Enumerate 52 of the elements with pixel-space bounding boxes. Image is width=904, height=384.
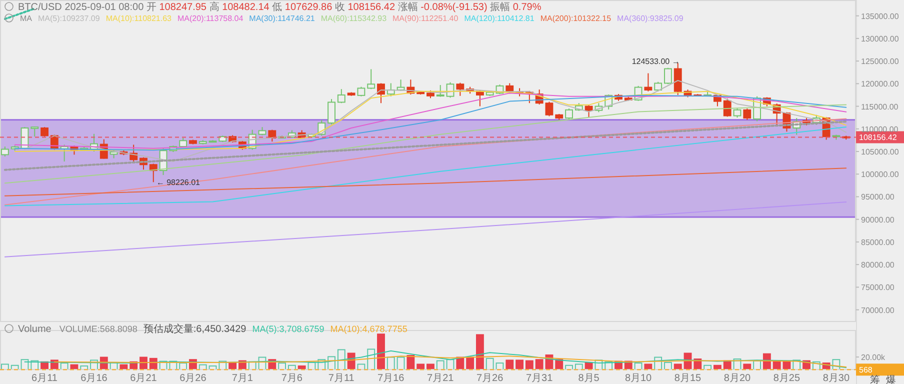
text: MA(20):113758.04 xyxy=(178,14,244,23)
x-tick-label: 7月1 xyxy=(232,373,254,384)
x-tick-label: 7月11 xyxy=(328,373,355,384)
y-tick-label: 135000.00 xyxy=(861,12,900,21)
text: MA(10):4,678.7755 xyxy=(330,324,408,334)
ref-line-label: 568 xyxy=(859,366,873,375)
x-tick-label: 7月26 xyxy=(476,373,504,384)
annotation: 124533.00 → xyxy=(632,57,680,66)
x-tick-label: 6月16 xyxy=(80,373,108,384)
annotation: ← 98226.01 xyxy=(156,178,201,188)
text: MA(30):114746.21 xyxy=(249,14,316,23)
text: VOLUME:568.8098 xyxy=(59,324,138,334)
y-tick-label: 130000.00 xyxy=(861,34,900,44)
x-tick-label: 7月6 xyxy=(281,373,303,384)
chart-title: BTC/USD 2025-09-01 08:00 开 108247.95 高 108482.14 低 107629.86 收 108156.42 涨幅 -0.08%(-91.53) 振幅 0.79% xyxy=(18,2,542,13)
y-tick-label: 75000.00 xyxy=(861,283,895,292)
x-tick-label: 8月20 xyxy=(724,373,752,384)
x-tick-label: 6月11 xyxy=(32,373,58,384)
x-tick-label: 8月30 xyxy=(822,373,850,384)
y-tick-label: 20.00k xyxy=(861,352,886,362)
y-tick-label: 120000.00 xyxy=(861,80,900,89)
y-tick-label: 125000.00 xyxy=(861,57,900,66)
text: 爆 xyxy=(886,374,896,384)
y-tick-label: 95000.00 xyxy=(861,192,895,202)
y-tick-label: 85000.00 xyxy=(861,238,895,247)
annotation: 预估成交量:6,450.3429 xyxy=(143,323,247,335)
y-tick-label: 80000.00 xyxy=(861,260,895,270)
text: MA(200):101322.15 xyxy=(540,14,612,23)
x-tick-label: 6月21 xyxy=(130,373,158,384)
text: MA(90):112251.40 xyxy=(392,14,459,23)
y-tick-label: 90000.00 xyxy=(861,215,895,224)
y-tick-label: 70000.00 xyxy=(861,306,895,315)
y-tick-label: 105000.00 xyxy=(861,148,900,157)
ref-line-label: 108156.42 xyxy=(859,133,898,142)
x-tick-label: 8月5 xyxy=(578,373,600,384)
text: MA(360):93825.09 xyxy=(617,14,684,23)
text: MA(10):110821.63 xyxy=(106,14,172,23)
y-tick-label: 115000.00 xyxy=(861,102,899,112)
chart-title: Volume xyxy=(18,324,52,335)
x-tick-label: 7月31 xyxy=(526,373,554,384)
text: MA(5):3,708.6759 xyxy=(252,324,324,334)
x-tick-label: 8月10 xyxy=(624,373,652,384)
legend-title: MA xyxy=(20,14,33,23)
text: 筹 xyxy=(870,374,880,384)
x-tick-label: 8月25 xyxy=(773,373,801,384)
x-tick-label: 8月15 xyxy=(674,373,702,384)
x-tick-label: 6月26 xyxy=(180,373,207,384)
y-tick-label: 100000.00 xyxy=(861,170,900,180)
text: MA(60):115342.93 xyxy=(320,14,388,23)
x-tick-label: 7月21 xyxy=(427,373,454,384)
x-tick-label: 7月16 xyxy=(378,373,405,384)
text: MA(120):110412.81 xyxy=(464,14,535,23)
